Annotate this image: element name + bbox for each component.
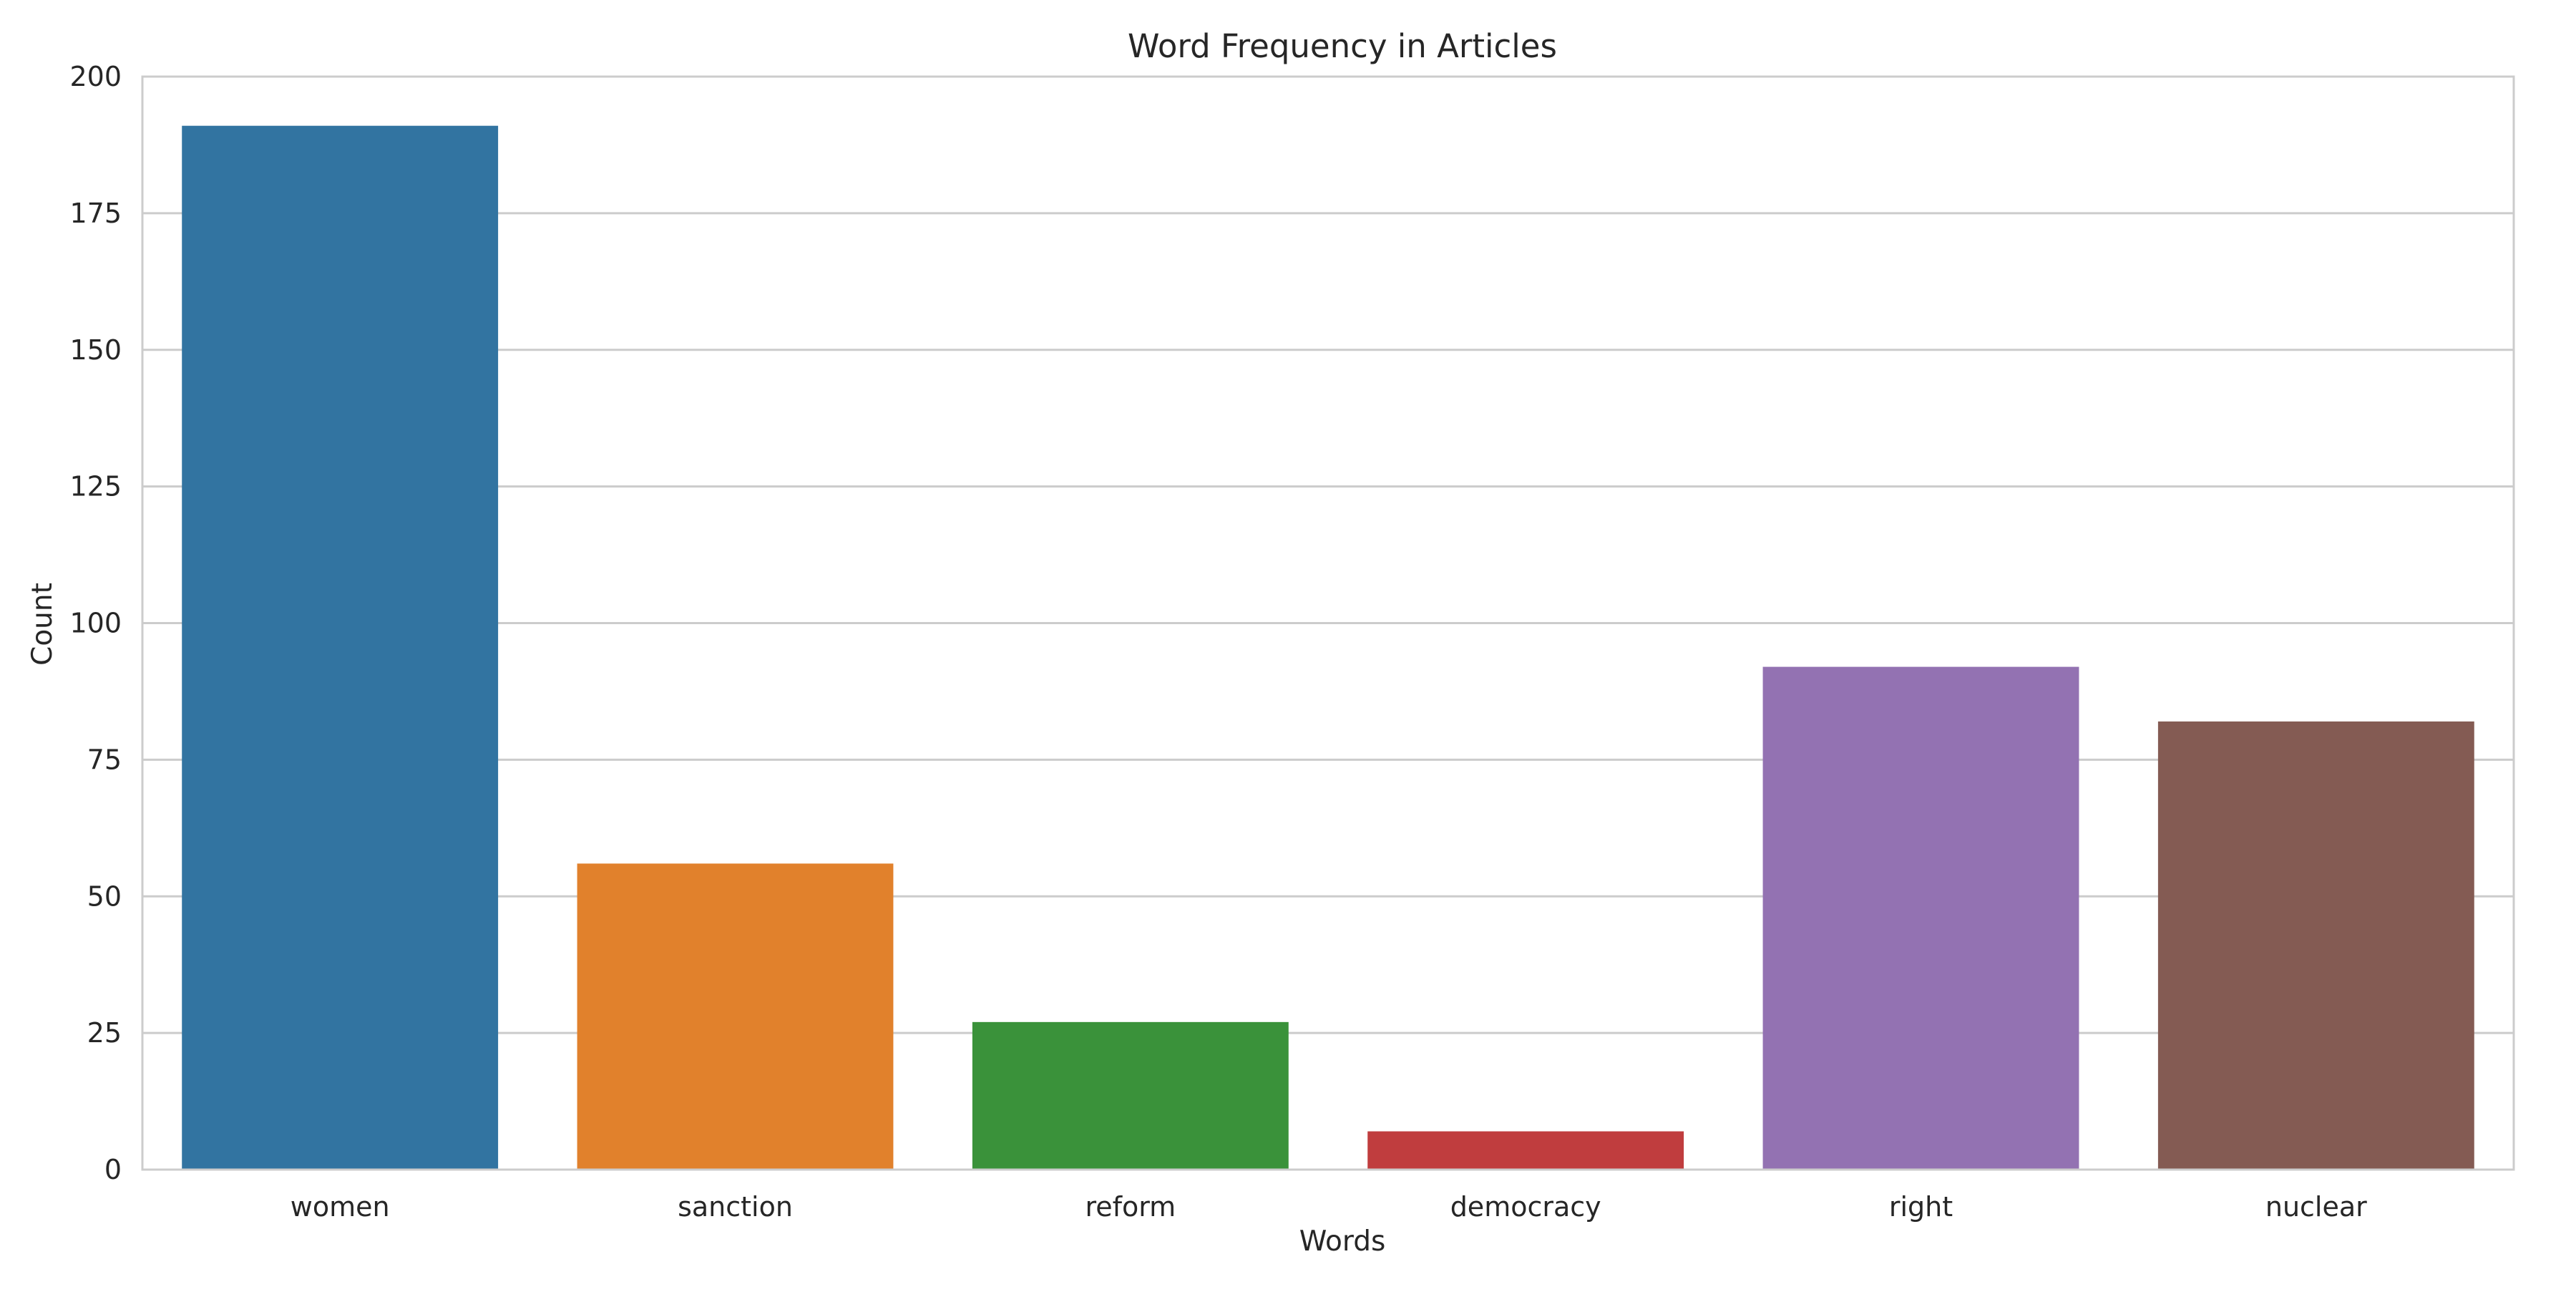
y-tick-label: 0 [104, 1154, 122, 1185]
y-tick-label: 200 [69, 61, 122, 92]
y-tick-label: 175 [69, 198, 122, 229]
bars [182, 125, 2474, 1170]
x-axis-label: Words [1299, 1225, 1386, 1258]
x-tick-label-women: women [291, 1191, 390, 1223]
plot-frame [141, 75, 2515, 1171]
bar-nuclear [2157, 721, 2474, 1170]
y-tick-label: 25 [87, 1017, 122, 1049]
bar-sanction [577, 863, 894, 1170]
chart-title: Word Frequency in Articles [1128, 27, 1557, 65]
y-tick-label: 125 [69, 471, 122, 502]
bar-women [182, 125, 499, 1170]
x-tick-label-nuclear: nuclear [2265, 1191, 2367, 1223]
y-tick-label: 150 [69, 334, 122, 366]
x-tick-labels: women sanction reform democracy right nuclear [291, 1191, 2367, 1223]
x-tick-label-reform: reform [1085, 1191, 1176, 1223]
y-tick-label: 100 [69, 608, 122, 639]
bar-democracy [1367, 1131, 1684, 1170]
y-tick-labels: 0 25 50 75 100 125 150 175 200 [69, 61, 122, 1185]
y-tick-label: 75 [87, 744, 122, 775]
bar-right [1762, 666, 2079, 1170]
y-axis-label: Count [26, 583, 59, 666]
gridlines [142, 212, 2514, 1034]
x-tick-label-democracy: democracy [1450, 1191, 1601, 1223]
bar-reform [972, 1021, 1289, 1170]
y-tick-label: 50 [87, 880, 122, 912]
x-tick-label-right: right [1889, 1191, 1953, 1223]
x-tick-label-sanction: sanction [678, 1191, 793, 1223]
